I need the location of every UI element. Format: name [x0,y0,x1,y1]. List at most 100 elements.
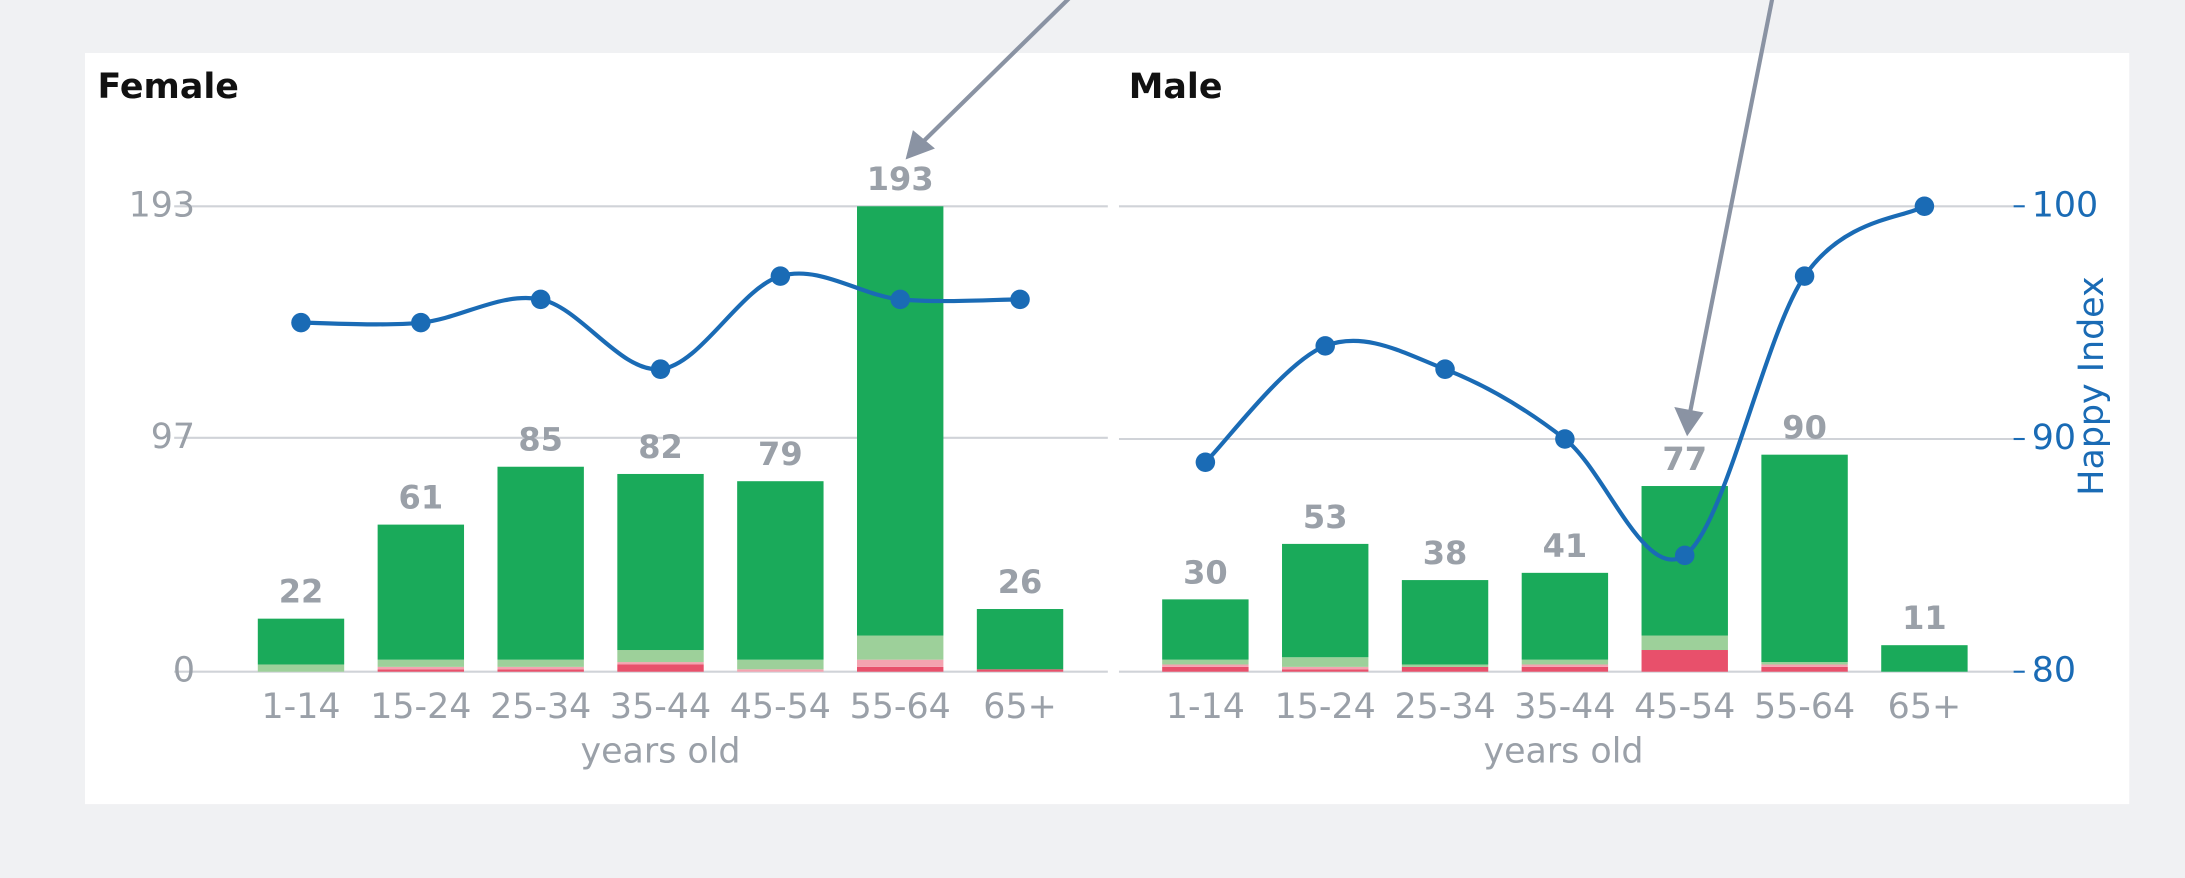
y-tick-label: 0 [173,651,195,691]
bar-total-label: 41 [1543,527,1588,565]
bar-segment [737,669,824,672]
bar-segment [1401,580,1489,665]
bar-total-label: 53 [1303,498,1348,536]
bar-segment [617,664,704,672]
bar-segment [497,669,584,672]
bar-segment [257,664,345,672]
bar-segment [1761,454,1848,663]
bar-segment [1162,666,1249,672]
bar-segment [1282,669,1369,672]
bar-total-label: 61 [399,479,444,517]
line-point [770,266,791,286]
line-point [1914,196,1935,217]
x-tick-label: 15-24 [1275,687,1376,727]
bar-segment [856,659,944,667]
y2-tick-label: 100 [2032,185,2098,225]
bar-segment [617,473,704,651]
bar-segment [1641,650,1728,672]
line-point [1674,545,1695,566]
x-tick-label: 65+ [983,687,1057,727]
arrow [918,0,1071,147]
bar-segment [1761,662,1848,665]
panel [85,53,2130,805]
bar-segment [497,466,584,660]
x-tick-label: 65+ [1888,687,1962,727]
x-tick-label: 25-34 [490,687,591,727]
bar-segment [377,669,465,672]
bar-segment [617,662,704,665]
line-point [291,312,311,333]
line-point [530,289,551,310]
line-point [1435,359,1455,379]
line-point [1195,452,1216,473]
bar-segment [377,524,465,660]
bar-segment [497,659,584,667]
bar-segment [1641,635,1728,651]
bar-segment [856,635,944,660]
bar-total-label: 193 [867,160,934,198]
bar-total-label: 30 [1183,553,1228,591]
bar-segment [377,666,465,670]
x-tick-label: 15-24 [370,687,471,727]
x-axis-label: years old [1483,732,1643,772]
arrow [1686,0,1775,419]
bar-segment [1162,659,1249,665]
bar-total-label: 22 [279,573,324,611]
x-tick-label: 1-14 [261,687,340,727]
line-point [1010,289,1030,310]
bar-segment [1521,664,1609,667]
y2-tick-label: 90 [2032,418,2076,458]
bar-segment [257,618,345,665]
line-point [650,359,671,379]
bar-segment [617,650,704,663]
bar-segment [1761,664,1848,667]
line-point [1794,266,1815,286]
x-tick-label: 35-44 [1514,687,1615,727]
bar-segment [497,666,584,670]
bar-total-label: 11 [1902,599,1947,637]
bar-segment [1521,572,1609,660]
x-tick-label: 45-54 [730,687,831,727]
bar-total-label: 38 [1423,534,1468,572]
bar-total-label: 79 [758,435,803,473]
bar-total-label: 90 [1782,409,1827,447]
bar-total-label: 85 [518,421,563,459]
line-point [411,312,431,333]
annotation-arrows [905,0,1775,437]
marks: 0 97 193 1-14 15-24 25-34 35-44 45-54 55-64 65+ 22… [129,160,2099,727]
y-tick-label: 193 [129,185,195,225]
arrow-head [1674,406,1704,437]
bar-segment [1521,666,1609,672]
y-tick-label: 97 [151,417,195,457]
bar-segment [737,659,824,670]
bar-total-label: 82 [638,428,683,466]
bar-segment [1162,664,1249,667]
bar-segment [976,669,1064,672]
line-point [1315,336,1335,356]
bar-total-label: 77 [1662,440,1707,478]
bar-segment [1282,543,1369,658]
bar-total-label: 26 [998,563,1043,601]
bar-segment [976,609,1064,670]
x-tick-label: 55-64 [850,687,951,727]
line-point [890,289,910,310]
x-tick-label: 25-34 [1394,687,1495,727]
bar-segment [1401,666,1489,672]
bar-segment [1282,657,1369,667]
bar-segment [1521,659,1609,665]
y2-tick-label: 80 [2032,651,2076,691]
arrow-head [905,130,935,160]
x-tick-label: 55-64 [1754,687,1855,727]
x-tick-label: 35-44 [610,687,711,727]
bar-segment [737,481,824,660]
bar-segment [1282,666,1369,670]
chart-title: Male [1129,67,1223,107]
chart-title: Female [98,67,239,107]
bar-segment [1162,599,1249,660]
x-tick-label: 45-54 [1634,687,1735,727]
x-tick-label: 1-14 [1166,687,1245,727]
y2-axis-label: Happy Index [2072,276,2112,495]
line-point [1555,429,1575,449]
